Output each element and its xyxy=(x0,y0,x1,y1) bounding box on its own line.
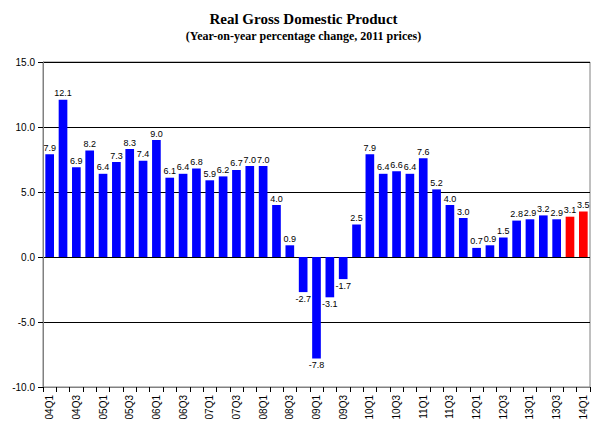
svg-text:6.9: 6.9 xyxy=(70,156,83,166)
svg-text:3.0: 3.0 xyxy=(457,207,470,217)
svg-text:3.5: 3.5 xyxy=(577,200,590,210)
svg-text:-7.8: -7.8 xyxy=(309,360,325,370)
svg-text:12.1: 12.1 xyxy=(54,88,72,98)
svg-text:4.0: 4.0 xyxy=(270,194,283,204)
svg-text:13Q1: 13Q1 xyxy=(524,395,535,420)
svg-text:05Q3: 05Q3 xyxy=(124,395,135,420)
svg-text:6.4: 6.4 xyxy=(377,162,390,172)
svg-text:07Q3: 07Q3 xyxy=(231,395,242,420)
svg-text:5.0: 5.0 xyxy=(21,187,35,198)
svg-text:Real Gross Domestic Product: Real Gross Domestic Product xyxy=(209,11,397,27)
svg-text:06Q1: 06Q1 xyxy=(151,395,162,420)
svg-text:3.1: 3.1 xyxy=(564,205,577,215)
svg-text:06Q3: 06Q3 xyxy=(178,395,189,420)
svg-text:15.0: 15.0 xyxy=(16,57,36,68)
svg-text:8.2: 8.2 xyxy=(83,139,96,149)
svg-text:09Q1: 09Q1 xyxy=(311,395,322,420)
svg-text:0.9: 0.9 xyxy=(284,234,297,244)
svg-text:6.8: 6.8 xyxy=(190,157,203,167)
svg-text:-3.1: -3.1 xyxy=(322,299,338,309)
svg-text:7.6: 7.6 xyxy=(417,147,430,157)
svg-text:08Q1: 08Q1 xyxy=(258,395,269,420)
svg-text:6.4: 6.4 xyxy=(177,162,190,172)
svg-text:7.4: 7.4 xyxy=(137,149,150,159)
svg-text:0.0: 0.0 xyxy=(21,252,35,263)
svg-text:0.7: 0.7 xyxy=(470,236,483,246)
svg-text:6.2: 6.2 xyxy=(217,165,230,175)
svg-text:5.9: 5.9 xyxy=(204,169,217,179)
svg-text:6.4: 6.4 xyxy=(404,162,417,172)
svg-text:7.0: 7.0 xyxy=(244,155,257,165)
svg-text:04Q3: 04Q3 xyxy=(71,395,82,420)
svg-text:6.6: 6.6 xyxy=(390,160,403,170)
svg-text:2.8: 2.8 xyxy=(510,209,523,219)
svg-text:2.5: 2.5 xyxy=(350,213,363,223)
svg-text:12Q3: 12Q3 xyxy=(498,395,509,420)
svg-text:2.9: 2.9 xyxy=(550,208,563,218)
svg-text:10Q1: 10Q1 xyxy=(364,395,375,420)
svg-text:11Q1: 11Q1 xyxy=(418,395,429,419)
svg-text:05Q1: 05Q1 xyxy=(98,395,109,420)
svg-text:10.0: 10.0 xyxy=(16,122,36,133)
svg-text:7.9: 7.9 xyxy=(43,143,56,153)
svg-text:9.0: 9.0 xyxy=(150,129,163,139)
svg-text:04Q1: 04Q1 xyxy=(44,395,55,420)
svg-text:2.9: 2.9 xyxy=(524,208,537,218)
svg-text:-5.0: -5.0 xyxy=(18,317,36,328)
svg-text:7.0: 7.0 xyxy=(257,155,270,165)
svg-text:8.3: 8.3 xyxy=(123,138,136,148)
svg-text:(Year-on-year percentage chang: (Year-on-year percentage change, 2011 pr… xyxy=(186,29,421,43)
svg-text:7.9: 7.9 xyxy=(364,143,377,153)
svg-text:1.5: 1.5 xyxy=(497,226,510,236)
svg-text:13Q3: 13Q3 xyxy=(551,395,562,420)
svg-text:6.4: 6.4 xyxy=(97,162,110,172)
svg-text:7.3: 7.3 xyxy=(110,151,123,161)
svg-text:11Q3: 11Q3 xyxy=(444,395,455,419)
svg-text:3.2: 3.2 xyxy=(537,204,550,214)
svg-text:0.9: 0.9 xyxy=(484,234,497,244)
svg-text:12Q1: 12Q1 xyxy=(471,395,482,420)
svg-text:6.7: 6.7 xyxy=(230,158,243,168)
svg-text:4.0: 4.0 xyxy=(444,194,457,204)
svg-text:14Q1: 14Q1 xyxy=(578,395,589,420)
svg-text:10Q3: 10Q3 xyxy=(391,395,402,420)
svg-text:-1.7: -1.7 xyxy=(335,281,351,291)
svg-text:09Q3: 09Q3 xyxy=(338,395,349,420)
svg-text:-2.7: -2.7 xyxy=(295,294,311,304)
svg-text:-10.0: -10.0 xyxy=(12,382,35,393)
svg-text:5.2: 5.2 xyxy=(430,178,443,188)
svg-text:08Q3: 08Q3 xyxy=(284,395,295,420)
svg-text:07Q1: 07Q1 xyxy=(204,395,215,420)
svg-text:6.1: 6.1 xyxy=(163,166,176,176)
